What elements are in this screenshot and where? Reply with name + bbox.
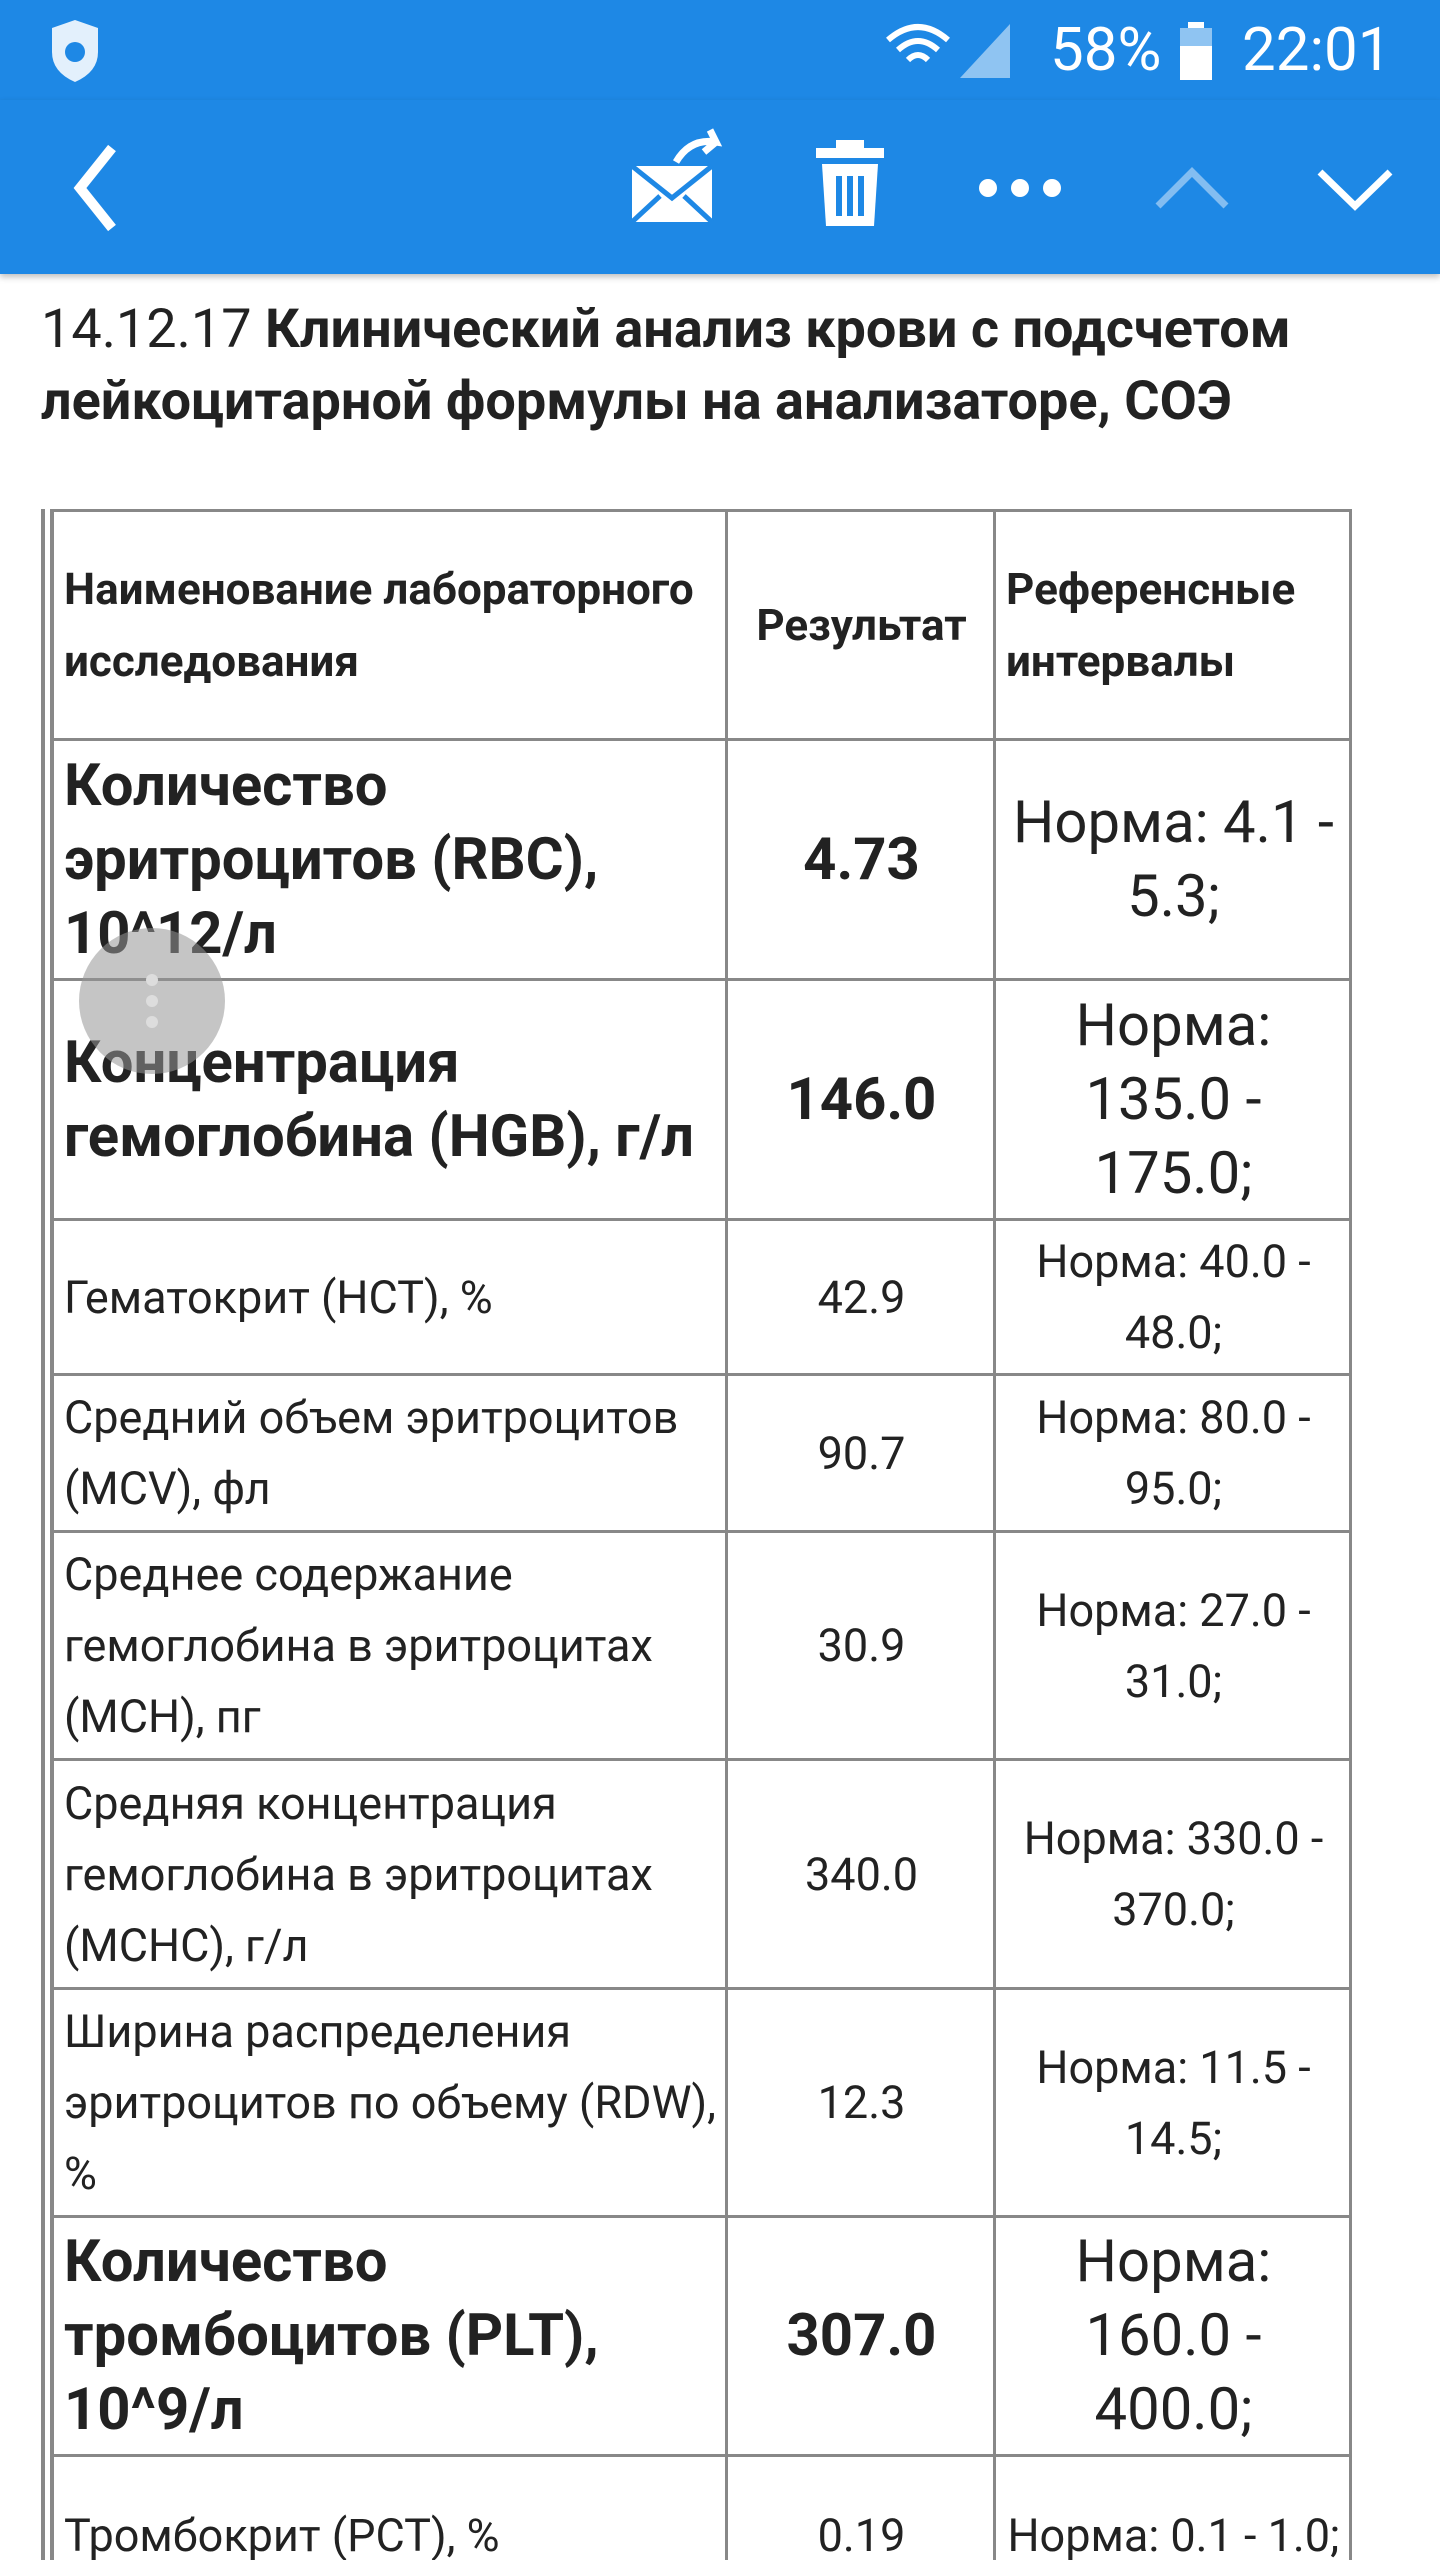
clock: 22:01 [1242,14,1392,85]
result-row: Количество эритроцитов (RBC), 10^12/л4.7… [46,738,1352,981]
result-cell: 42.9 [725,1218,996,1376]
status-icons [52,20,1212,82]
result-cell: 307.0 [725,2215,996,2457]
wifi-icon [886,24,950,63]
reference-cell: Норма: 0.1 - 1.0; [993,2454,1352,2560]
signal-icon [960,24,1010,78]
reference-cell: Норма: 27.0 - 31.0; [993,1530,1352,1761]
reference-cell: Норма: 11.5 - 14.5; [993,1987,1352,2218]
result-cell: 0.19 [725,2454,996,2560]
toolbar-icons [73,128,1393,232]
result-row: Гематокрит (HCT), % 42.9 Норма: 40.0 - 48.… [46,1218,1352,1376]
reference-cell: Норма: 135.0 - 175.0; [993,978,1352,1221]
mark-unread-button[interactable] [630,128,723,224]
header-row: Наименование лабораторного исследования Р… [46,509,1352,741]
result-row: Средняя концентрация гемоглобина в эритр… [46,1758,1352,1990]
reference-cell: Референсные интервалы [993,509,1352,741]
result-row: Средний объем эритроцитов (MCV), фл 90.7 Н… [46,1373,1352,1533]
reference-cell: Норма: 40.0 - 48.0; [993,1218,1352,1376]
app-bar [0,100,1440,274]
result-row: Тромбокрит (PCT), % 0.19 Норма: 0.1 - 1.0; [46,2454,1352,2560]
result-cell: 146.0 [725,978,996,1221]
previous-button[interactable] [1155,167,1229,209]
result-row: Концентрация гемоглобина (HGB), г/л 146.0… [46,978,1352,1221]
reference-cell: Норма: 330.0 - 370.0; [993,1758,1352,1990]
name-cell: Количество тромбоцитов (PLT), 10^9/л [46,2215,728,2457]
name-cell: Среднее содержание гемоглобина в эритроц… [46,1530,728,1761]
result-cell: 12.3 [725,1987,996,2218]
name-cell: Тромбокрит (PCT), % [46,2454,728,2560]
floating-button[interactable] [79,928,225,1074]
name-cell: Ширина распределения эритроцитов по объе… [46,1987,728,2218]
result-row: Ширина распределения эритроцитов по объе… [46,1987,1352,2218]
result-row: Среднее содержание гемоглобина в эритроц… [46,1530,1352,1761]
next-button[interactable] [1317,169,1393,211]
more-button[interactable] [979,179,1061,197]
title: Клинический анализ крови с подсчетом лей… [41,298,1291,433]
date: 14.12.17 [41,298,252,361]
result-cell: Результат [725,509,996,741]
name-cell: Наименование лабораторного исследования [46,509,728,741]
results-table: Наименование лабораторного исследования Р… [41,509,1352,2560]
result-cell: 30.9 [725,1530,996,1761]
result-cell: 4.73 [725,738,996,981]
delete-button[interactable] [816,140,884,226]
result-cell: 340.0 [725,1758,996,1990]
result-cell: 90.7 [725,1373,996,1533]
back-button[interactable] [73,144,116,232]
message-body: 14.12.17 Клинический анализ крови с подс… [0,274,1440,2560]
reference-cell: Норма: 80.0 - 95.0; [993,1373,1352,1533]
battery-level: 58% [1050,14,1162,85]
reference-cell: Норма: 4.1 - 5.3; [993,738,1352,981]
status-bar: 58% 22:01 [0,0,1440,100]
name-cell: Гематокрит (HCT), % [46,1218,728,1376]
result-row: Количество тромбоцитов (PLT), 10^9/л 307.… [46,2215,1352,2457]
name-cell: Средний объем эритроцитов (MCV), фл [46,1373,728,1533]
message-title: 14.12.17 Клинический анализ крови с подс… [41,294,1381,438]
reference-cell: Норма: 160.0 - 400.0; [993,2215,1352,2457]
name-cell: Средняя концентрация гемоглобина в эритр… [46,1758,728,1990]
